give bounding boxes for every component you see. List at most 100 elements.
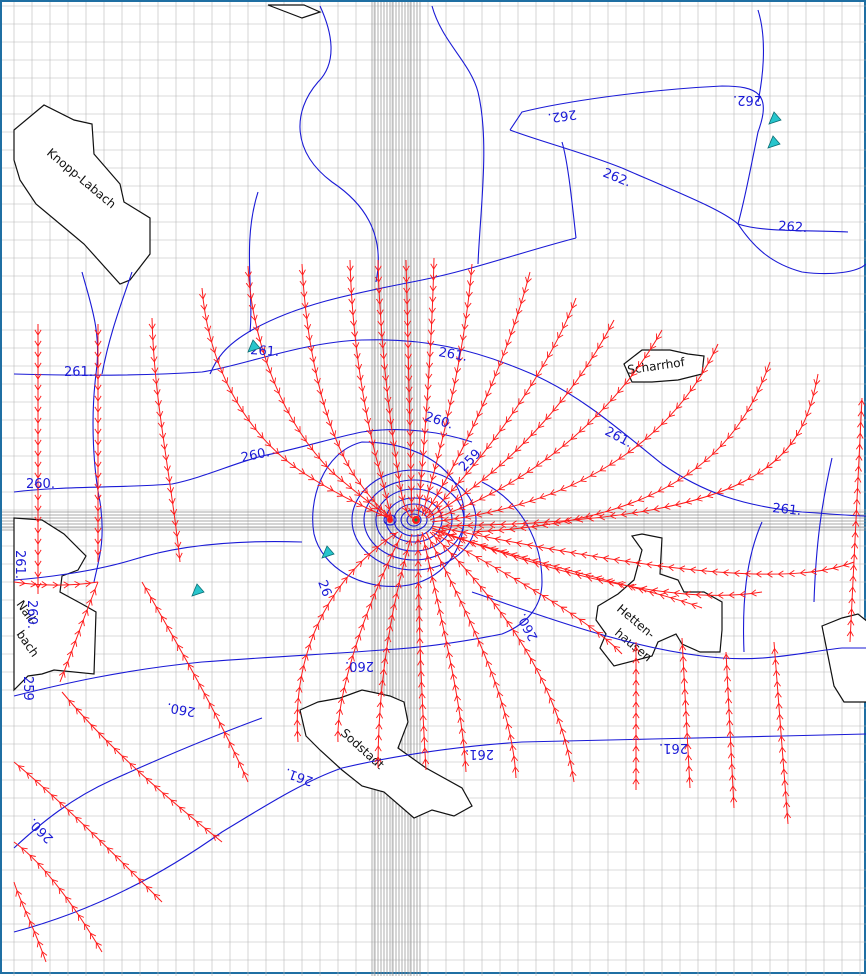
flow-chevron [24,910,31,918]
flow-chevron [258,346,266,354]
flow-chevron [498,484,505,491]
flow-chevron [627,447,634,454]
flow-chevron [294,697,302,704]
flow-chevron [424,554,432,562]
flow-chevron [379,668,387,675]
flow-chevron [448,507,456,515]
flow-chevron [493,602,500,610]
flow-chevron [579,370,586,378]
flow-chevron [854,476,862,483]
pump-well[interactable] [387,517,393,523]
flow-chevron [289,461,297,469]
flow-chevron [408,496,416,503]
flow-chevron [458,727,466,734]
flow-chevron [560,606,568,613]
flow-chevron [485,660,493,668]
flow-chevron [461,749,469,756]
flow-chevron [34,779,42,786]
flow-chevron [773,669,781,676]
flow-chevron [250,314,258,322]
flow-chevron [755,570,762,578]
flow-chevron [637,361,644,368]
flow-chevron [524,389,531,396]
flow-chevron [34,417,42,424]
flow-chevron [569,612,577,619]
flow-chevron [563,517,570,525]
flow-chevron [382,562,390,570]
flow-chevron [41,581,48,589]
flow-chevron [703,455,711,463]
flow-chevron [36,940,44,948]
flow-chevron [437,442,445,449]
flow-chevron [429,576,437,583]
flow-chevron [478,494,486,501]
flow-chevron [722,653,730,660]
flow-chevron [94,406,102,413]
flow-chevron [472,460,479,467]
flow-chevron [518,638,525,646]
flow-chevron [421,747,429,754]
flow-chevron [726,730,734,737]
flow-chevron [379,482,387,489]
flow-chevron [727,741,735,748]
well-triangle[interactable] [767,135,781,149]
flow-chevron [145,777,153,785]
flow-chevron [250,423,257,431]
flow-chevron [347,276,355,283]
flow-chevron [42,786,50,794]
flow-chevron [381,657,389,665]
flow-chevron [405,386,413,393]
contour-label: 262. [778,219,808,236]
flow-chevron [493,680,500,688]
flow-chevron [384,396,392,404]
flow-chevron [382,492,390,500]
flow-chevron [374,582,381,590]
flow-chevron [808,400,816,407]
flow-chevron [84,923,91,931]
well-triangle[interactable] [191,583,205,597]
flow-chevron [94,340,102,347]
flow-chevron [526,466,534,473]
flow-chevron [684,743,692,750]
flow-chevron [606,506,613,514]
flow-chevron [512,318,520,326]
flow-chevron [448,662,456,669]
flow-chevron [67,809,74,816]
flow-chevron [351,331,359,338]
flow-chevron [459,599,466,607]
flow-chevron [418,472,426,479]
flow-chevron [416,648,424,655]
flow-chevron [419,461,427,468]
flow-chevron [137,770,145,777]
flow-chevron [149,334,157,341]
contour-261-c [13,429,473,493]
town-right-edge [821,613,866,703]
flow-chevron [34,428,42,435]
flow-chevron [363,553,371,560]
well-triangle[interactable] [247,339,261,353]
flow-chevron [417,659,425,666]
flow-line [425,531,517,779]
flow-chevron [631,508,638,516]
flow-chevron [90,724,97,731]
flow-chevron [94,450,102,457]
flow-chevron [729,785,737,792]
flow-chevron [382,375,390,382]
flow-chevron [28,920,36,928]
flow-chevron [405,397,413,404]
flow-chevron [579,475,587,483]
flow-chevron [415,593,423,600]
flow-chevron [401,504,408,512]
flow-chevron [727,432,734,440]
flow-chevron [638,586,645,594]
flow-chevron [206,336,214,343]
flow-chevron [450,527,458,535]
flow-chevron [727,752,735,759]
flow-chevron [442,420,450,428]
pump-well[interactable] [414,518,418,522]
flow-chevron [85,580,92,588]
well-triangle[interactable] [768,111,782,125]
flow-chevron [368,439,376,447]
well-triangle[interactable] [321,545,335,559]
